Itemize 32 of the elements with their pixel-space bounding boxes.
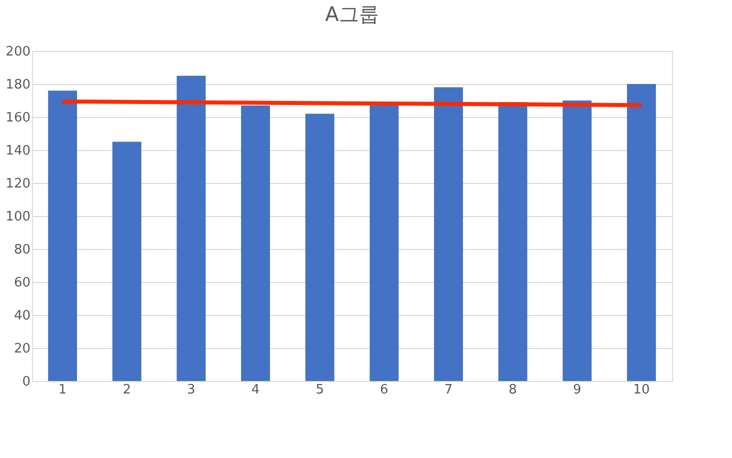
bar xyxy=(48,90,78,381)
y-tick-label: 20 xyxy=(14,342,30,356)
bar xyxy=(562,100,592,381)
x-tick-label: 5 xyxy=(316,382,324,398)
y-tick-label: 80 xyxy=(14,242,30,258)
bar xyxy=(176,76,206,381)
y-tick-label: 0 xyxy=(22,374,30,390)
chart-title: A그룹 xyxy=(325,2,379,26)
bar xyxy=(498,102,528,381)
y-tick-label: 100 xyxy=(6,210,30,224)
bar xyxy=(241,105,270,381)
y-tick-label: 140 xyxy=(6,144,30,158)
bar xyxy=(112,142,142,381)
x-tick-label: 7 xyxy=(444,382,453,398)
bar xyxy=(434,87,463,381)
x-tick-label: 9 xyxy=(572,382,582,398)
x-tick-label: 3 xyxy=(187,382,196,398)
x-tick-label: 10 xyxy=(633,382,650,398)
y-tick-label: 60 xyxy=(14,276,30,290)
y-tick-label: 180 xyxy=(6,78,30,92)
bar xyxy=(370,105,399,381)
x-tick-label: 8 xyxy=(508,382,517,398)
x-tick-label: 4 xyxy=(251,382,260,398)
x-tick-label: 1 xyxy=(58,382,67,398)
x-tick-label: 6 xyxy=(380,382,388,398)
y-tick-label: 200 xyxy=(6,44,30,60)
bar xyxy=(626,84,656,381)
bar xyxy=(305,114,334,381)
y-tick-label: 120 xyxy=(6,176,30,192)
y-tick-label: 160 xyxy=(6,110,30,126)
x-tick-label: 2 xyxy=(122,382,132,398)
y-tick-label: 40 xyxy=(14,308,30,324)
